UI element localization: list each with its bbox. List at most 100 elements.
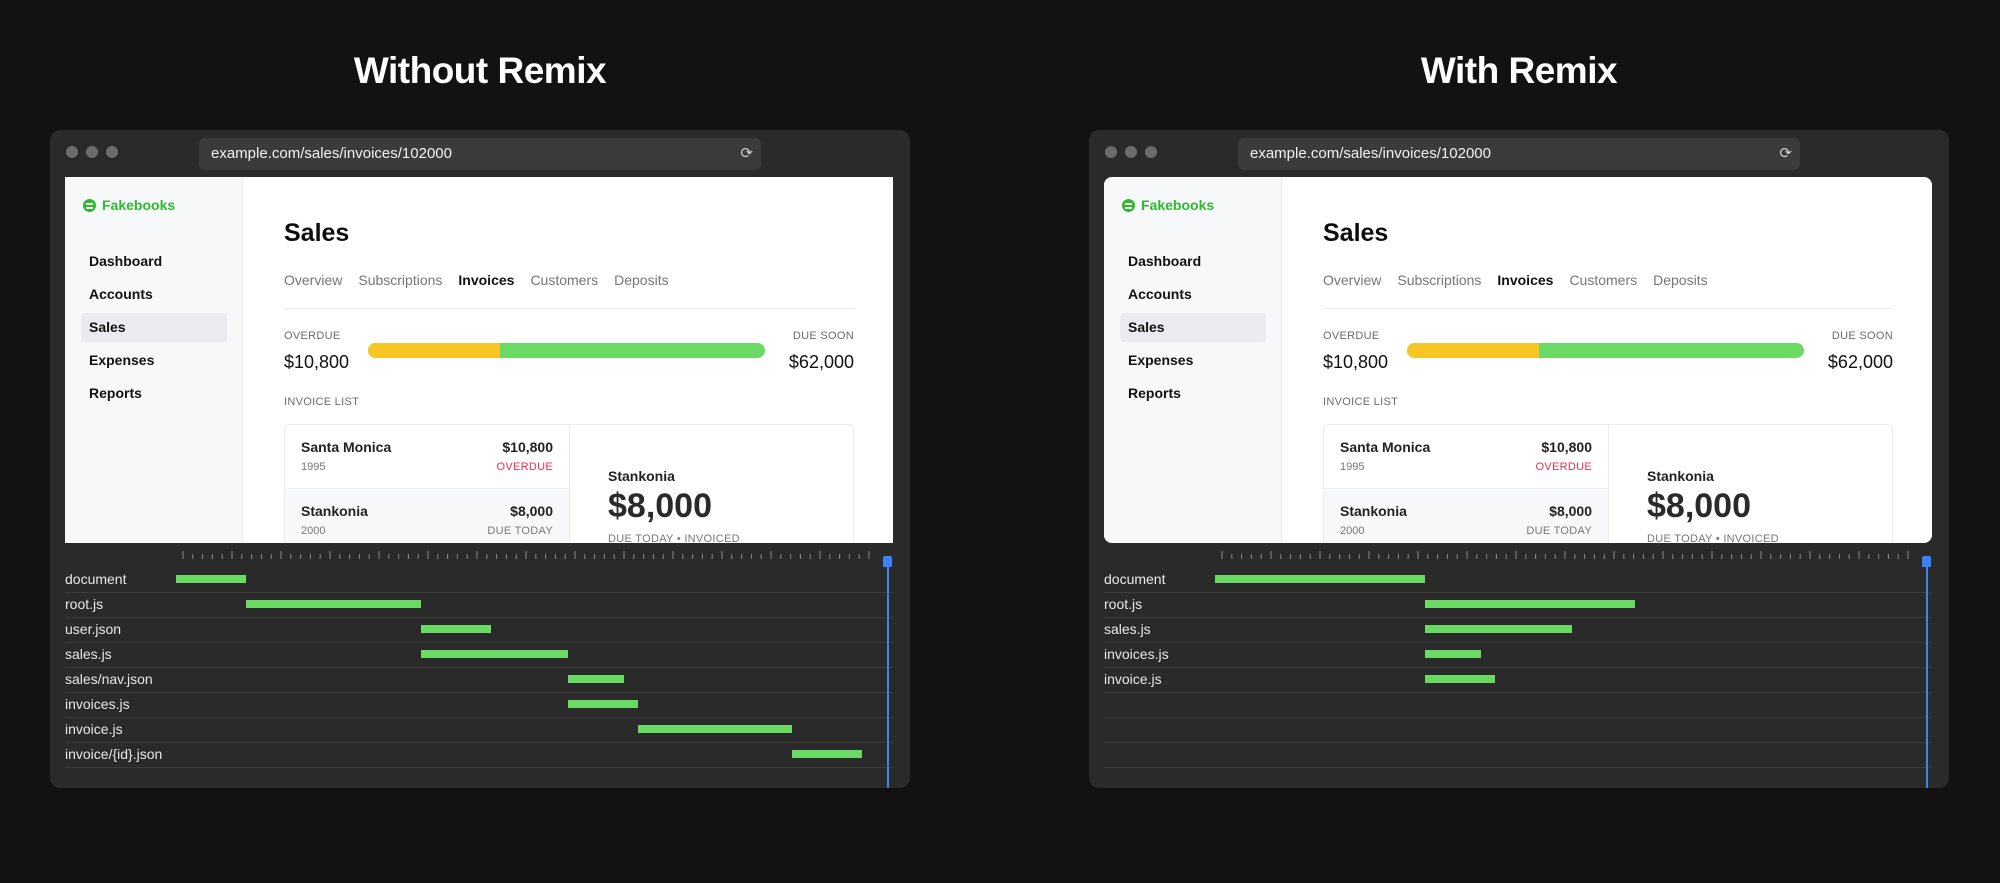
- maximize-window-icon[interactable]: [106, 146, 118, 158]
- overdue-amount: $10,800: [284, 352, 350, 372]
- network-waterfall: document root.js sales.js invoices.js in…: [1104, 550, 1932, 788]
- resource-name: sales/nav.json: [65, 671, 153, 687]
- sidebar-item-expenses[interactable]: Expenses: [89, 352, 155, 368]
- reload-icon[interactable]: ⟳: [1779, 145, 1792, 162]
- resource-timing-bar: [568, 700, 638, 708]
- window-controls: [66, 146, 118, 158]
- resource-timing-bar: [176, 575, 246, 583]
- waterfall-row: invoices.js: [65, 693, 893, 718]
- resource-name: invoice/{id}.json: [65, 746, 163, 762]
- close-window-icon[interactable]: [66, 146, 78, 158]
- close-window-icon[interactable]: [1105, 146, 1117, 158]
- tab-overview[interactable]: Overview: [1323, 272, 1382, 288]
- detail-status: DUE TODAY • INVOICED: [608, 533, 740, 543]
- tab-invoices[interactable]: Invoices: [1497, 272, 1554, 288]
- sidebar-item-accounts[interactable]: Accounts: [89, 286, 153, 302]
- resource-name: invoices.js: [65, 696, 130, 712]
- due-soon-label: DUE SOON: [792, 330, 854, 342]
- waterfall-row: root.js: [1104, 593, 1932, 618]
- tab-invoices[interactable]: Invoices: [458, 272, 515, 288]
- tab-customers[interactable]: Customers: [530, 272, 599, 288]
- waterfall-row: document: [1104, 568, 1932, 593]
- maximize-window-icon[interactable]: [1145, 146, 1157, 158]
- waterfall-row: invoice.js: [1104, 668, 1932, 693]
- tab-deposits[interactable]: Deposits: [1653, 272, 1708, 288]
- tab-subscriptions[interactable]: Subscriptions: [1397, 272, 1482, 288]
- resource-name: invoice.js: [1104, 671, 1162, 687]
- due-soon-amount: $62,000: [1827, 352, 1893, 372]
- brand-logo[interactable]: Fakebooks: [1122, 197, 1214, 213]
- invoice-year: 1995: [301, 461, 326, 473]
- invoice-list: Santa Monica 1995 $10,800 OVERDUE Stanko…: [1324, 425, 1608, 543]
- resource-timing-bar: [421, 625, 491, 633]
- sidebar-item-reports[interactable]: Reports: [89, 385, 142, 401]
- invoice-year: 2000: [1340, 525, 1365, 537]
- invoice-amount: $10,800: [502, 439, 553, 455]
- due-soon-label: DUE SOON: [1831, 330, 1893, 342]
- detail-customer: Stankonia: [1647, 468, 1714, 484]
- invoice-row[interactable]: Stankonia 2000 $8,000 DUE TODAY: [1324, 489, 1608, 543]
- tab-overview[interactable]: Overview: [284, 272, 343, 288]
- resource-name: root.js: [1104, 596, 1143, 612]
- detail-amount: $8,000: [608, 487, 712, 525]
- waterfall-row: [1104, 743, 1932, 768]
- sidebar-item-sales[interactable]: Sales: [1120, 313, 1266, 342]
- reload-icon[interactable]: ⟳: [740, 145, 753, 162]
- tab-customers[interactable]: Customers: [1569, 272, 1638, 288]
- sidebar-item-dashboard[interactable]: Dashboard: [1128, 253, 1202, 269]
- address-bar[interactable]: example.com/sales/invoices/102000 ⟳: [1238, 138, 1800, 170]
- sidebar: Fakebooks Dashboard Accounts Sales Expenses…: [1104, 177, 1282, 543]
- invoice-list-label: INVOICE LIST: [284, 396, 360, 408]
- waterfall-row: user.json: [65, 618, 893, 643]
- minimize-window-icon[interactable]: [86, 146, 98, 158]
- tab-bar: Overview Subscriptions Invoices Customers De…: [284, 272, 669, 288]
- sidebar-item-reports[interactable]: Reports: [1128, 385, 1181, 401]
- overdue-label: OVERDUE: [1323, 330, 1380, 342]
- detail-status: DUE TODAY • INVOICED: [1647, 533, 1779, 543]
- sidebar-item-dashboard[interactable]: Dashboard: [89, 253, 163, 269]
- sidebar: Fakebooks Dashboard Accounts Sales Expenses…: [65, 177, 243, 543]
- tab-divider: [1323, 308, 1893, 309]
- invoice-amount: $8,000: [510, 503, 553, 519]
- invoice-list: Santa Monica 1995 $10,800 OVERDUE Stanko…: [285, 425, 569, 543]
- detail-customer: Stankonia: [608, 468, 675, 484]
- sidebar-nav: Dashboard Accounts Sales Expenses Reports: [81, 247, 227, 412]
- browser-window: example.com/sales/invoices/102000 ⟳ Fake…: [1089, 130, 1949, 788]
- overdue-label: OVERDUE: [284, 330, 341, 342]
- brand-logo[interactable]: Fakebooks: [83, 197, 175, 213]
- address-bar[interactable]: example.com/sales/invoices/102000 ⟳: [199, 138, 761, 170]
- overdue-progress-bar: [368, 343, 765, 358]
- waterfall-row: sales.js: [1104, 618, 1932, 643]
- invoice-row[interactable]: Stankonia 2000 $8,000 DUE TODAY: [285, 489, 569, 543]
- resource-timing-bar: [1425, 675, 1495, 683]
- invoice-detail: Stankonia $8,000 DUE TODAY • INVOICED: [569, 425, 855, 543]
- sidebar-item-sales[interactable]: Sales: [81, 313, 227, 342]
- url-text: example.com/sales/invoices/102000: [211, 145, 452, 162]
- resource-name: user.json: [65, 621, 122, 637]
- tab-deposits[interactable]: Deposits: [614, 272, 669, 288]
- brand-name: Fakebooks: [1141, 197, 1215, 213]
- waterfall-row: sales.js: [65, 643, 893, 668]
- invoice-row[interactable]: Santa Monica 1995 $10,800 OVERDUE: [1324, 425, 1608, 489]
- invoice-status: OVERDUE: [1535, 461, 1592, 473]
- sidebar-item-accounts[interactable]: Accounts: [1128, 286, 1192, 302]
- overdue-progress-bar: [1407, 343, 1804, 358]
- invoice-row[interactable]: Santa Monica 1995 $10,800 OVERDUE: [285, 425, 569, 489]
- due-soon-amount: $62,000: [788, 352, 854, 372]
- time-marker: [887, 558, 889, 788]
- minimize-window-icon[interactable]: [1125, 146, 1137, 158]
- waterfall-row: invoice/{id}.json: [65, 743, 893, 768]
- sidebar-item-expenses[interactable]: Expenses: [1128, 352, 1194, 368]
- waterfall-row: invoices.js: [1104, 643, 1932, 668]
- resource-timing-bar: [568, 675, 624, 683]
- resource-timing-bar: [1425, 650, 1481, 658]
- detail-amount: $8,000: [1647, 487, 1751, 525]
- invoice-status: DUE TODAY: [1526, 525, 1592, 537]
- tab-subscriptions[interactable]: Subscriptions: [358, 272, 443, 288]
- invoice-card: Santa Monica 1995 $10,800 OVERDUE Stanko…: [1323, 424, 1893, 543]
- brand-name: Fakebooks: [102, 197, 176, 213]
- timeline-ruler: [1221, 551, 1909, 559]
- timeline-ruler: [182, 551, 870, 559]
- waterfall-row: [1104, 718, 1932, 743]
- resource-name: document: [1104, 571, 1166, 587]
